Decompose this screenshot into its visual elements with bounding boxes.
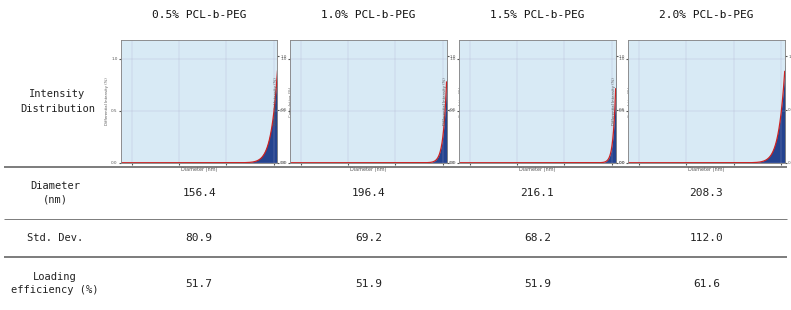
Text: Std. Dev.: Std. Dev. (27, 233, 83, 243)
Text: 112.0: 112.0 (690, 233, 723, 243)
Y-axis label: Differential Intensity (%): Differential Intensity (%) (274, 78, 278, 126)
Text: 196.4: 196.4 (351, 188, 385, 198)
Text: Loading
efficiency (%): Loading efficiency (%) (11, 272, 99, 295)
Text: Intensity
Distribution: Intensity Distribution (20, 89, 95, 114)
Text: Diameter
(nm): Diameter (nm) (30, 181, 80, 205)
X-axis label: Diameter (nm): Diameter (nm) (350, 167, 387, 172)
Text: 68.2: 68.2 (524, 233, 551, 243)
Text: 51.9: 51.9 (524, 279, 551, 289)
Text: 156.4: 156.4 (183, 188, 216, 198)
Text: 51.9: 51.9 (355, 279, 382, 289)
Y-axis label: Differential Intensity (%): Differential Intensity (%) (105, 78, 109, 126)
Text: 0.5% PCL-b-PEG: 0.5% PCL-b-PEG (152, 10, 247, 20)
Text: 216.1: 216.1 (520, 188, 554, 198)
Y-axis label: Differential Intensity (%): Differential Intensity (%) (612, 78, 616, 126)
X-axis label: Diameter (nm): Diameter (nm) (181, 167, 218, 172)
Y-axis label: Cumulative (%): Cumulative (%) (627, 86, 632, 117)
X-axis label: Diameter (nm): Diameter (nm) (519, 167, 555, 172)
Text: 1.0% PCL-b-PEG: 1.0% PCL-b-PEG (321, 10, 415, 20)
Text: 51.7: 51.7 (186, 279, 213, 289)
Y-axis label: Cumulative (%): Cumulative (%) (459, 86, 463, 117)
X-axis label: Diameter (nm): Diameter (nm) (688, 167, 725, 172)
Text: 80.9: 80.9 (186, 233, 213, 243)
Y-axis label: Differential Intensity (%): Differential Intensity (%) (443, 78, 447, 126)
Text: 69.2: 69.2 (355, 233, 382, 243)
Y-axis label: Cumulative (%): Cumulative (%) (290, 86, 293, 117)
Text: 61.6: 61.6 (693, 279, 720, 289)
Text: 2.0% PCL-b-PEG: 2.0% PCL-b-PEG (659, 10, 754, 20)
Text: 208.3: 208.3 (690, 188, 723, 198)
Text: 1.5% PCL-b-PEG: 1.5% PCL-b-PEG (490, 10, 585, 20)
